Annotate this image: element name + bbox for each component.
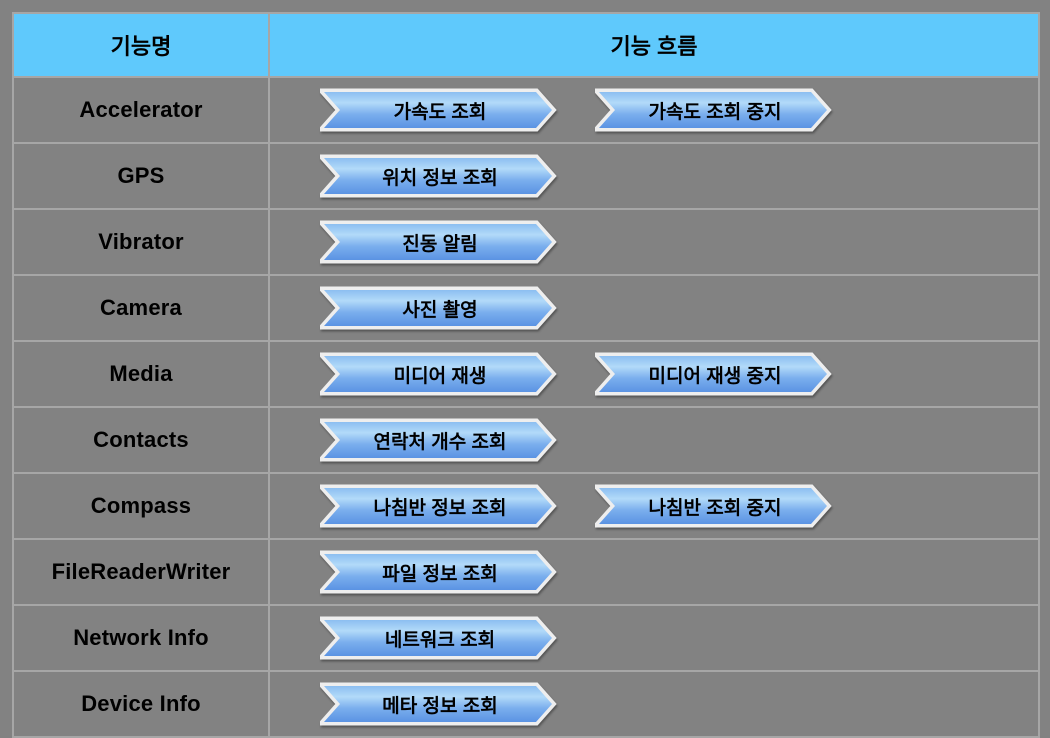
flow-step-label: 사진 촬영 — [402, 299, 478, 321]
function-flow-cell: 나침반 정보 조회 나침반 조회 중지 — [268, 472, 1040, 540]
table-row: Device Info 메타 정보 조회 — [12, 670, 1040, 738]
flow-step-label: 파일 정보 조회 — [382, 563, 498, 585]
function-flow-cell: 진동 알림 — [268, 208, 1040, 276]
table-row: Media 미디어 재생 미디어 재생 중지 — [12, 340, 1040, 408]
function-name-label: Contacts — [93, 427, 189, 452]
function-name-cell: Network Info — [12, 604, 270, 672]
flow-step-arrow: 나침반 조회 중지 — [595, 484, 835, 528]
table-row: Vibrator 진동 알림 — [12, 208, 1040, 276]
chevron-banner-icon — [320, 418, 557, 462]
function-name-label: FileReaderWriter — [51, 559, 231, 584]
function-flow-cell: 메타 정보 조회 — [268, 670, 1040, 738]
function-name-label: Network Info — [73, 625, 209, 650]
chevron-banner-icon — [595, 352, 832, 396]
flow-step-label: 위치 정보 조회 — [382, 167, 498, 189]
function-name-label: Accelerator — [79, 97, 203, 122]
flow-step-arrow: 연락처 개수 조회 — [320, 418, 560, 462]
function-flow-cell-content: 사진 촬영 — [270, 276, 1038, 340]
function-name-label: Compass — [90, 493, 192, 518]
function-flow-cell-content: 연락처 개수 조회 — [270, 408, 1038, 472]
flow-step-label: 가속도 조회 중지 — [648, 101, 782, 123]
flow-step-arrow: 가속도 조회 — [320, 88, 560, 132]
flow-step-arrow: 위치 정보 조회 — [320, 154, 560, 198]
function-flow-cell-content: 메타 정보 조회 — [270, 672, 1038, 736]
function-flow-cell-content: 위치 정보 조회 — [270, 144, 1038, 208]
function-name-cell: FileReaderWriter — [12, 538, 270, 606]
chevron-banner-icon — [320, 616, 557, 660]
flow-step-label: 메타 정보 조회 — [382, 695, 498, 717]
chevron-banner-icon — [595, 484, 832, 528]
table-row: Compass 나침반 정보 조회 나침반 조회 중지 — [12, 472, 1040, 540]
function-name-cell: Accelerator — [12, 76, 270, 144]
function-flow-cell: 파일 정보 조회 — [268, 538, 1040, 606]
flow-step-label: 네트워크 조회 — [384, 629, 496, 651]
table-body: Accelerator 가속도 조회 가속도 조회 중지 GPS 위치 정보 조… — [12, 76, 1040, 738]
table-row: FileReaderWriter 파일 정보 조회 — [12, 538, 1040, 606]
flow-step-arrow: 메타 정보 조회 — [320, 682, 560, 726]
function-flow-cell: 미디어 재생 미디어 재생 중지 — [268, 340, 1040, 408]
function-name-cell: GPS — [12, 142, 270, 210]
flow-step-arrow: 나침반 정보 조회 — [320, 484, 560, 528]
function-name-cell: Camera — [12, 274, 270, 342]
flow-step-label: 나침반 조회 중지 — [648, 497, 782, 519]
function-name-label: Media — [109, 361, 173, 386]
function-name-label: GPS — [117, 163, 165, 188]
function-name-cell: Vibrator — [12, 208, 270, 276]
flow-step-arrow: 파일 정보 조회 — [320, 550, 560, 594]
table-row: Contacts 연락처 개수 조회 — [12, 406, 1040, 474]
chevron-banner-icon — [320, 484, 557, 528]
chevron-banner-icon — [595, 88, 832, 132]
table-row: Camera 사진 촬영 — [12, 274, 1040, 342]
header-row: 기능명 기능 흐름 — [12, 12, 1040, 78]
flow-step-label: 진동 알림 — [402, 233, 478, 255]
function-name-label: Camera — [100, 295, 182, 320]
function-flow-table: 기능명 기능 흐름 Accelerator 가속도 조회 가속도 조회 중지 G… — [12, 12, 1040, 738]
function-flow-cell: 네트워크 조회 — [268, 604, 1040, 672]
function-name-cell: Compass — [12, 472, 270, 540]
function-name-label: Vibrator — [98, 229, 184, 254]
table-row: GPS 위치 정보 조회 — [12, 142, 1040, 210]
flow-step-arrow: 진동 알림 — [320, 220, 560, 264]
function-flow-cell-content: 가속도 조회 가속도 조회 중지 — [270, 78, 1038, 142]
function-name-cell: Contacts — [12, 406, 270, 474]
function-flow-cell-content: 나침반 정보 조회 나침반 조회 중지 — [270, 474, 1038, 538]
header-cell-function-flow: 기능 흐름 — [268, 12, 1040, 78]
function-flow-cell-content: 진동 알림 — [270, 210, 1038, 274]
chevron-banner-icon — [320, 682, 557, 726]
table-row: Accelerator 가속도 조회 가속도 조회 중지 — [12, 76, 1040, 144]
flow-step-arrow: 네트워크 조회 — [320, 616, 560, 660]
function-name-label: Device Info — [81, 691, 201, 716]
function-flow-cell: 가속도 조회 가속도 조회 중지 — [268, 76, 1040, 144]
flow-step-arrow: 미디어 재생 — [320, 352, 560, 396]
chevron-banner-icon — [320, 88, 557, 132]
flow-step-label: 미디어 재생 중지 — [648, 365, 782, 387]
flow-step-arrow: 가속도 조회 중지 — [595, 88, 835, 132]
flow-step-label: 나침반 정보 조회 — [373, 497, 507, 519]
flow-step-label: 연락처 개수 조회 — [373, 431, 507, 453]
function-flow-cell-content: 파일 정보 조회 — [270, 540, 1038, 604]
header-cell-function-name: 기능명 — [12, 12, 270, 78]
function-flow-cell-content: 미디어 재생 미디어 재생 중지 — [270, 342, 1038, 406]
chevron-banner-icon — [320, 550, 557, 594]
function-flow-cell-content: 네트워크 조회 — [270, 606, 1038, 670]
function-flow-cell: 위치 정보 조회 — [268, 142, 1040, 210]
chevron-banner-icon — [320, 352, 557, 396]
chevron-banner-icon — [320, 220, 557, 264]
flow-step-label: 가속도 조회 — [393, 101, 487, 123]
chevron-banner-icon — [320, 154, 557, 198]
flow-step-arrow: 사진 촬영 — [320, 286, 560, 330]
chevron-banner-icon — [320, 286, 557, 330]
function-flow-cell: 연락처 개수 조회 — [268, 406, 1040, 474]
function-name-cell: Device Info — [12, 670, 270, 738]
table-row: Network Info 네트워크 조회 — [12, 604, 1040, 672]
function-flow-cell: 사진 촬영 — [268, 274, 1040, 342]
flow-step-label: 미디어 재생 — [393, 365, 487, 387]
function-name-cell: Media — [12, 340, 270, 408]
flow-step-arrow: 미디어 재생 중지 — [595, 352, 835, 396]
